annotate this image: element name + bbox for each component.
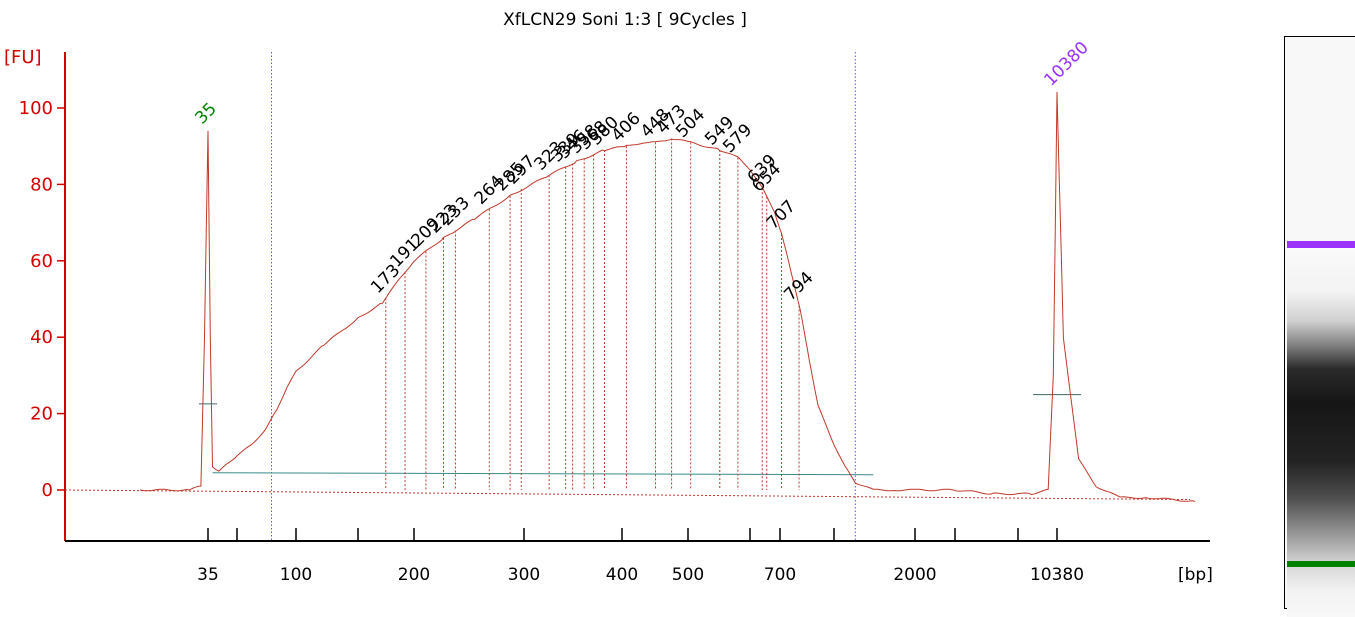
- y-tick-label: 0: [42, 480, 53, 501]
- marker-peak-label: 10380: [1040, 38, 1092, 90]
- x-tick-label: 700: [764, 565, 796, 585]
- y-tick-label: 40: [30, 327, 53, 348]
- x-tick-label: 400: [606, 565, 638, 585]
- chart-title: XfLCN29 Soni 1:3 [ 9Cycles ]: [503, 10, 747, 30]
- x-tick-label: 35: [197, 565, 219, 585]
- y-tick-label: 20: [30, 404, 53, 425]
- electropherogram-chart: XfLCN29 Soni 1:3 [ 9Cycles ] [FU] [bp] 0…: [4, 10, 1213, 585]
- y-tick-label: 60: [30, 251, 53, 272]
- signal-baseline: [64, 489, 1191, 501]
- x-tick-label: 100: [280, 565, 312, 585]
- y-tick-label: 80: [30, 174, 53, 195]
- x-tick-label: 10380: [1030, 565, 1084, 585]
- x-tick-label: 2000: [893, 565, 936, 585]
- peak-label: 707: [763, 197, 800, 234]
- x-tick-label: 500: [672, 565, 704, 585]
- gel-lane-smear: [1287, 247, 1355, 617]
- gel-image: [1284, 36, 1355, 617]
- peak-label: 794: [780, 268, 817, 305]
- gel-lower-marker-band: [1287, 561, 1355, 567]
- x-axis-label: [bp]: [1178, 565, 1213, 585]
- y-axis-label: [FU]: [4, 47, 42, 68]
- signal-trace: [139, 91, 1196, 502]
- integration-baseline: [212, 472, 874, 476]
- gel-upper-marker-band: [1287, 241, 1355, 248]
- x-tick-label: 200: [398, 565, 430, 585]
- marker-peak-label: 35: [191, 99, 220, 128]
- x-tick-label: 300: [508, 565, 540, 585]
- y-tick-label: 100: [19, 98, 53, 119]
